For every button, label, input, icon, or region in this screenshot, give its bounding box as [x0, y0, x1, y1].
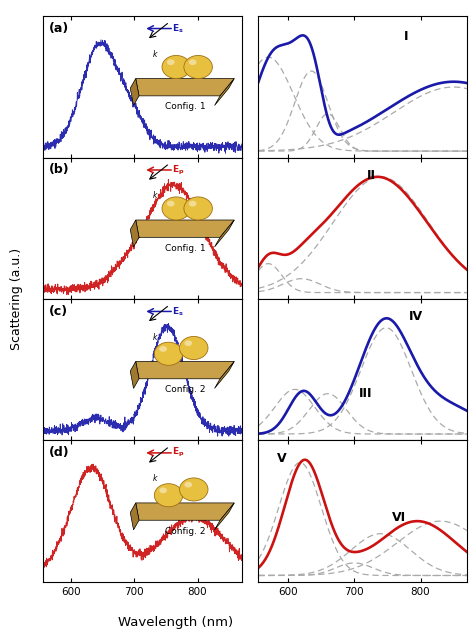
- Text: (c): (c): [49, 305, 68, 318]
- Text: I: I: [404, 30, 409, 43]
- Text: Wavelength (nm): Wavelength (nm): [118, 616, 233, 629]
- Text: Scattering (a.u.): Scattering (a.u.): [10, 248, 23, 350]
- Text: VI: VI: [392, 511, 406, 524]
- Text: IV: IV: [409, 311, 423, 323]
- Text: V: V: [277, 452, 287, 465]
- Text: (a): (a): [49, 22, 69, 35]
- Text: (b): (b): [49, 163, 69, 176]
- Text: II: II: [367, 169, 376, 182]
- Text: III: III: [358, 386, 372, 400]
- Text: (d): (d): [49, 446, 69, 459]
